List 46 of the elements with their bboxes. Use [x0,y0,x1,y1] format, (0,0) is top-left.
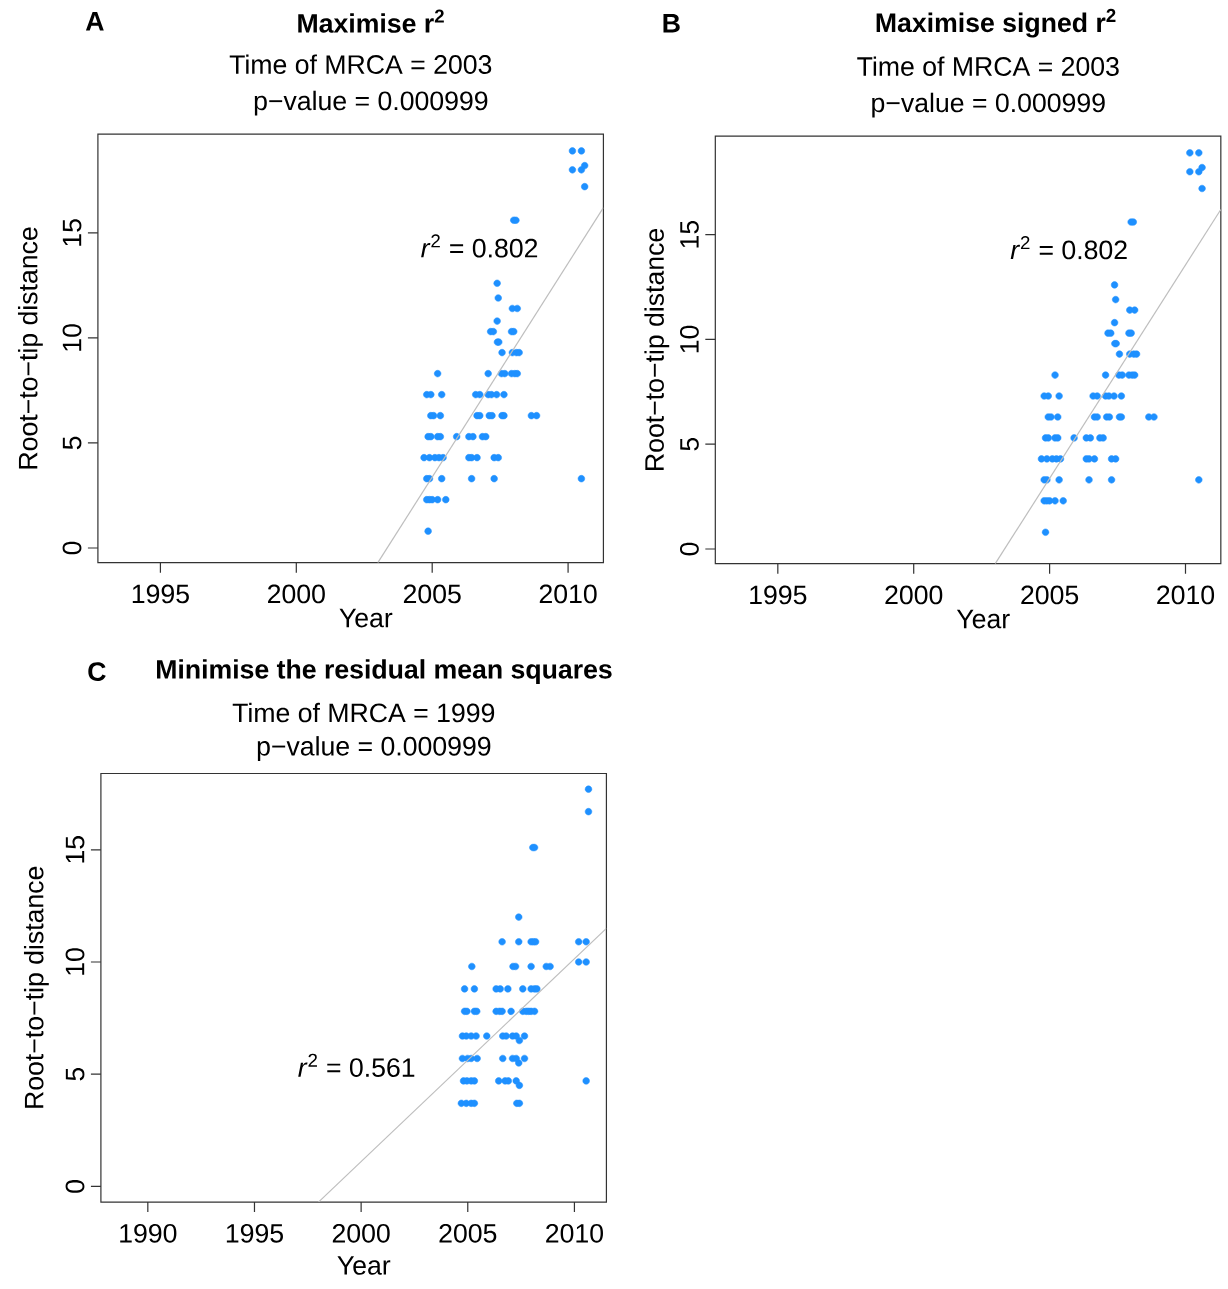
y-tick-label: 10 [62,324,82,351]
y-tick-label: 0 [62,541,82,555]
y-tick-label: 5 [62,436,82,450]
y-tick-label: 10 [680,325,699,353]
x-tick-label: 2005 [403,584,461,604]
y-tick-label: 0 [65,1180,85,1193]
x-axis-title: Year [339,608,393,628]
chart-title: Maximise signed r$^{2}$ [876,8,1116,38]
annotation: r$^{2}$ = 0.802 [421,234,538,258]
x-tick-label: 2005 [1021,585,1079,605]
text: p−value = 0.000999 [872,92,1105,118]
text: A [86,12,104,31]
x-tick-label: 1995 [750,585,807,605]
y-tick-label: 15 [65,836,85,863]
y-tick-label: 5 [680,437,699,451]
x-tick-label: 1990 [120,1223,177,1243]
text: C [88,662,106,682]
x-tick-label: 2000 [268,584,325,604]
y-tick-label: 0 [680,542,699,556]
x-tick-label: 2000 [885,585,943,605]
text: p−value = 0.000999 [257,736,491,761]
y-tick-label: 15 [62,219,82,246]
chart-subtitle: Time of MRCA = 2003 [857,56,1119,76]
chart-subtitle: Time of MRCA = 2003 [229,54,492,74]
chart-title: Maximise r$^{2}$ [298,9,444,33]
y-axis-title: Root−to−tip distance [24,866,49,1108]
x-tick-label: 2010 [539,584,597,604]
annotation: r$^{2}$ = 0.802 [1010,236,1127,260]
y-axis-title: Root−to−tip distance [644,228,670,470]
x-tick-label: 2005 [439,1223,497,1243]
y-tick-label: 5 [65,1067,85,1081]
chart-title: Minimise the residual mean squares [157,659,612,685]
text: p−value = 0.000999 [254,90,488,116]
chart-subtitle: Time of MRCA = 1999 [232,702,495,723]
y-axis-title: Root−to−tip distance [18,227,43,469]
x-tick-label: 2010 [546,1223,604,1243]
x-tick-label: 1995 [132,584,190,604]
x-axis-title: Year [957,609,1010,629]
x-tick-label: 2010 [1157,585,1215,605]
x-axis-title: Year [337,1256,391,1275]
x-tick-label: 2000 [332,1223,390,1243]
x-tick-label: 1995 [226,1223,284,1243]
y-tick-label: 15 [680,220,699,248]
y-tick-label: 10 [65,948,85,975]
annotation: r$^{2}$ = 0.561 [298,1053,415,1078]
text: B [663,14,680,33]
